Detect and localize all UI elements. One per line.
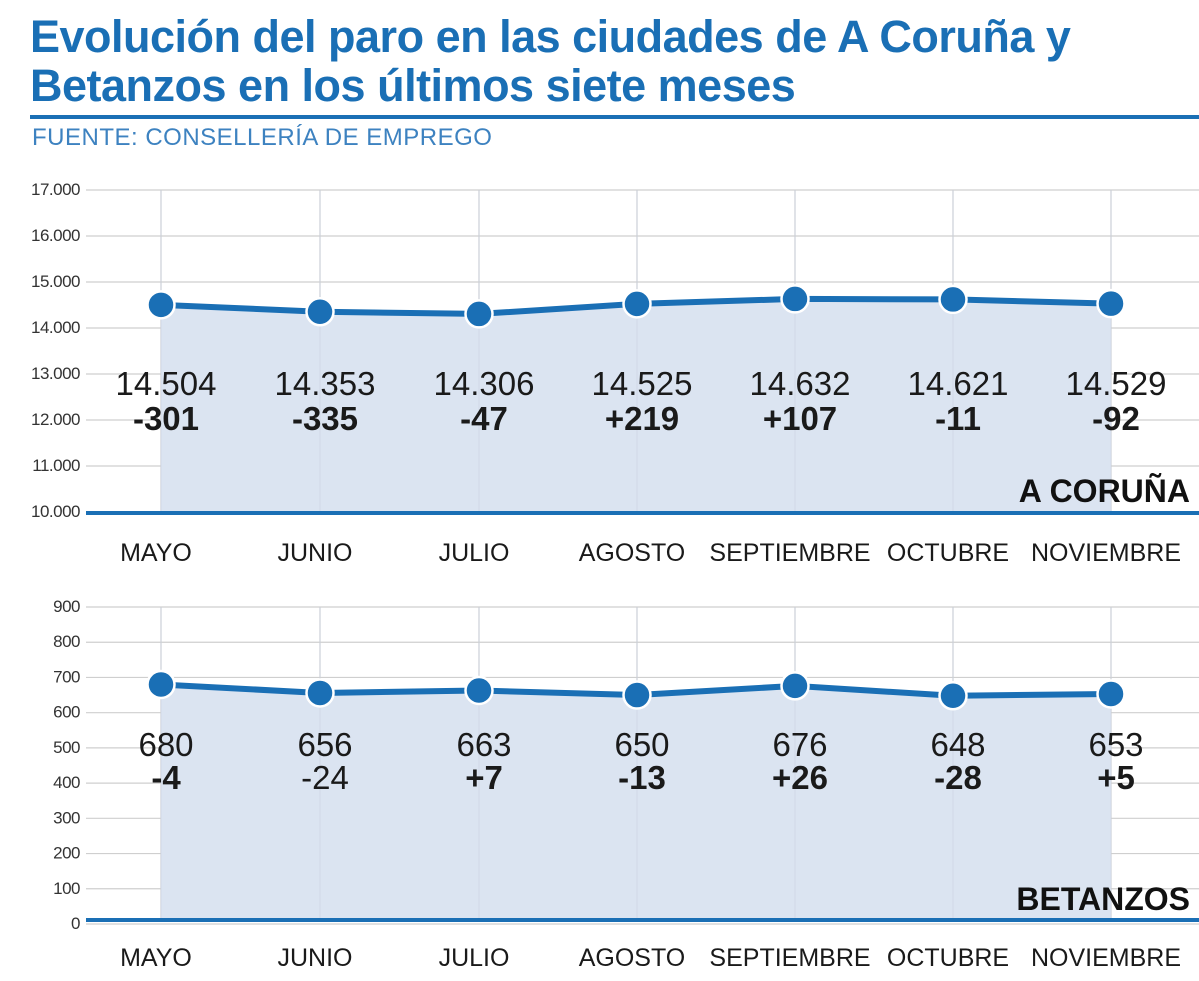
change-label: +219 — [605, 400, 679, 437]
y-tick-label: 100 — [53, 879, 80, 898]
data-point — [780, 284, 810, 314]
data-point — [622, 289, 652, 319]
x-category-label: SEPTIEMBRE — [709, 539, 870, 567]
y-tick-label: 16.000 — [31, 226, 80, 245]
value-label: 656 — [297, 726, 352, 763]
title-rule — [30, 115, 1199, 119]
value-label: 650 — [614, 726, 669, 763]
series-area — [161, 684, 1111, 920]
data-point — [1096, 679, 1126, 709]
value-label: 14.529 — [1066, 365, 1167, 402]
series-city-label: A CORUÑA — [1019, 473, 1190, 509]
x-category-label: AGOSTO — [579, 944, 686, 972]
change-label: -92 — [1092, 400, 1140, 437]
data-point — [146, 669, 176, 700]
data-point — [464, 299, 494, 329]
change-label: -301 — [133, 400, 199, 437]
data-point — [938, 284, 968, 315]
y-tick-label: 17.000 — [31, 180, 80, 199]
x-category-label: MAYO — [120, 539, 192, 567]
x-category-label: MAYO — [120, 944, 192, 972]
y-tick-label: 600 — [53, 703, 80, 722]
data-point — [305, 297, 335, 327]
x-category-label: JULIO — [439, 944, 510, 972]
value-label: 648 — [930, 726, 985, 763]
change-label: +107 — [763, 400, 837, 437]
value-label: 14.504 — [116, 365, 217, 402]
y-tick-label: 0 — [71, 914, 80, 933]
series-city-label: BETANZOS — [1016, 881, 1190, 917]
change-label: +5 — [1097, 759, 1135, 796]
value-label: 14.525 — [592, 365, 693, 402]
data-point — [305, 678, 335, 708]
data-point — [464, 675, 494, 706]
chart-panel-2: 0 100 200 300 400 500 600 700 800 900 680 656 663 650… — [53, 597, 1199, 972]
data-point — [146, 290, 176, 320]
change-label: -335 — [292, 400, 358, 437]
y-tick-label: 900 — [53, 597, 80, 616]
change-label: -13 — [618, 759, 666, 796]
y-tick-label: 300 — [53, 808, 80, 827]
x-category-label: OCTUBRE — [887, 539, 1009, 567]
value-label: 653 — [1088, 726, 1143, 763]
x-category-label: JUNIO — [278, 539, 353, 567]
y-tick-label: 800 — [53, 632, 80, 651]
data-point — [622, 680, 652, 710]
change-label: -24 — [301, 759, 349, 796]
source-note: FUENTE: CONSELLERÍA DE EMPREGO — [32, 124, 493, 151]
x-category-label: NOVIEMBRE — [1031, 539, 1181, 567]
y-tick-label: 13.000 — [31, 364, 80, 383]
value-label: 676 — [772, 726, 827, 763]
change-label: +26 — [772, 759, 828, 796]
y-tick-label: 14.000 — [31, 318, 80, 337]
y-tick-label: 11.000 — [32, 456, 80, 475]
chart-panel-1: 10.000 11.000 12.000 13.000 14.000 15.000 16.0… — [31, 180, 1199, 567]
change-label: -11 — [935, 400, 981, 437]
value-label: 14.353 — [275, 365, 376, 402]
y-tick-label: 500 — [53, 738, 80, 757]
value-label: 680 — [138, 726, 193, 763]
value-label: 14.632 — [750, 365, 851, 402]
value-label: 14.306 — [434, 365, 535, 402]
y-tick-label: 15.000 — [31, 272, 80, 291]
y-tick-label: 10.000 — [31, 502, 80, 521]
x-category-label: AGOSTO — [579, 539, 686, 567]
change-label: -47 — [460, 400, 508, 437]
y-tick-label: 400 — [53, 773, 80, 792]
change-label: -28 — [934, 759, 982, 796]
series-area — [161, 298, 1111, 513]
x-category-label: OCTUBRE — [887, 944, 1009, 972]
x-category-label: NOVIEMBRE — [1031, 944, 1181, 972]
value-label: 663 — [456, 726, 511, 763]
data-point — [938, 681, 968, 711]
x-category-label: JUNIO — [278, 944, 353, 972]
x-category-label: JULIO — [439, 539, 510, 567]
change-label: -4 — [151, 759, 181, 796]
data-point — [780, 671, 810, 701]
chart-title: Evolución del paro en las ciudades de A … — [30, 11, 1071, 111]
change-label: +7 — [465, 759, 503, 796]
data-point — [1096, 288, 1126, 319]
y-tick-label: 12.000 — [31, 410, 80, 429]
x-category-label: SEPTIEMBRE — [709, 944, 870, 972]
y-tick-label: 700 — [53, 667, 80, 686]
value-label: 14.621 — [908, 365, 1009, 402]
y-tick-label: 200 — [53, 844, 80, 863]
